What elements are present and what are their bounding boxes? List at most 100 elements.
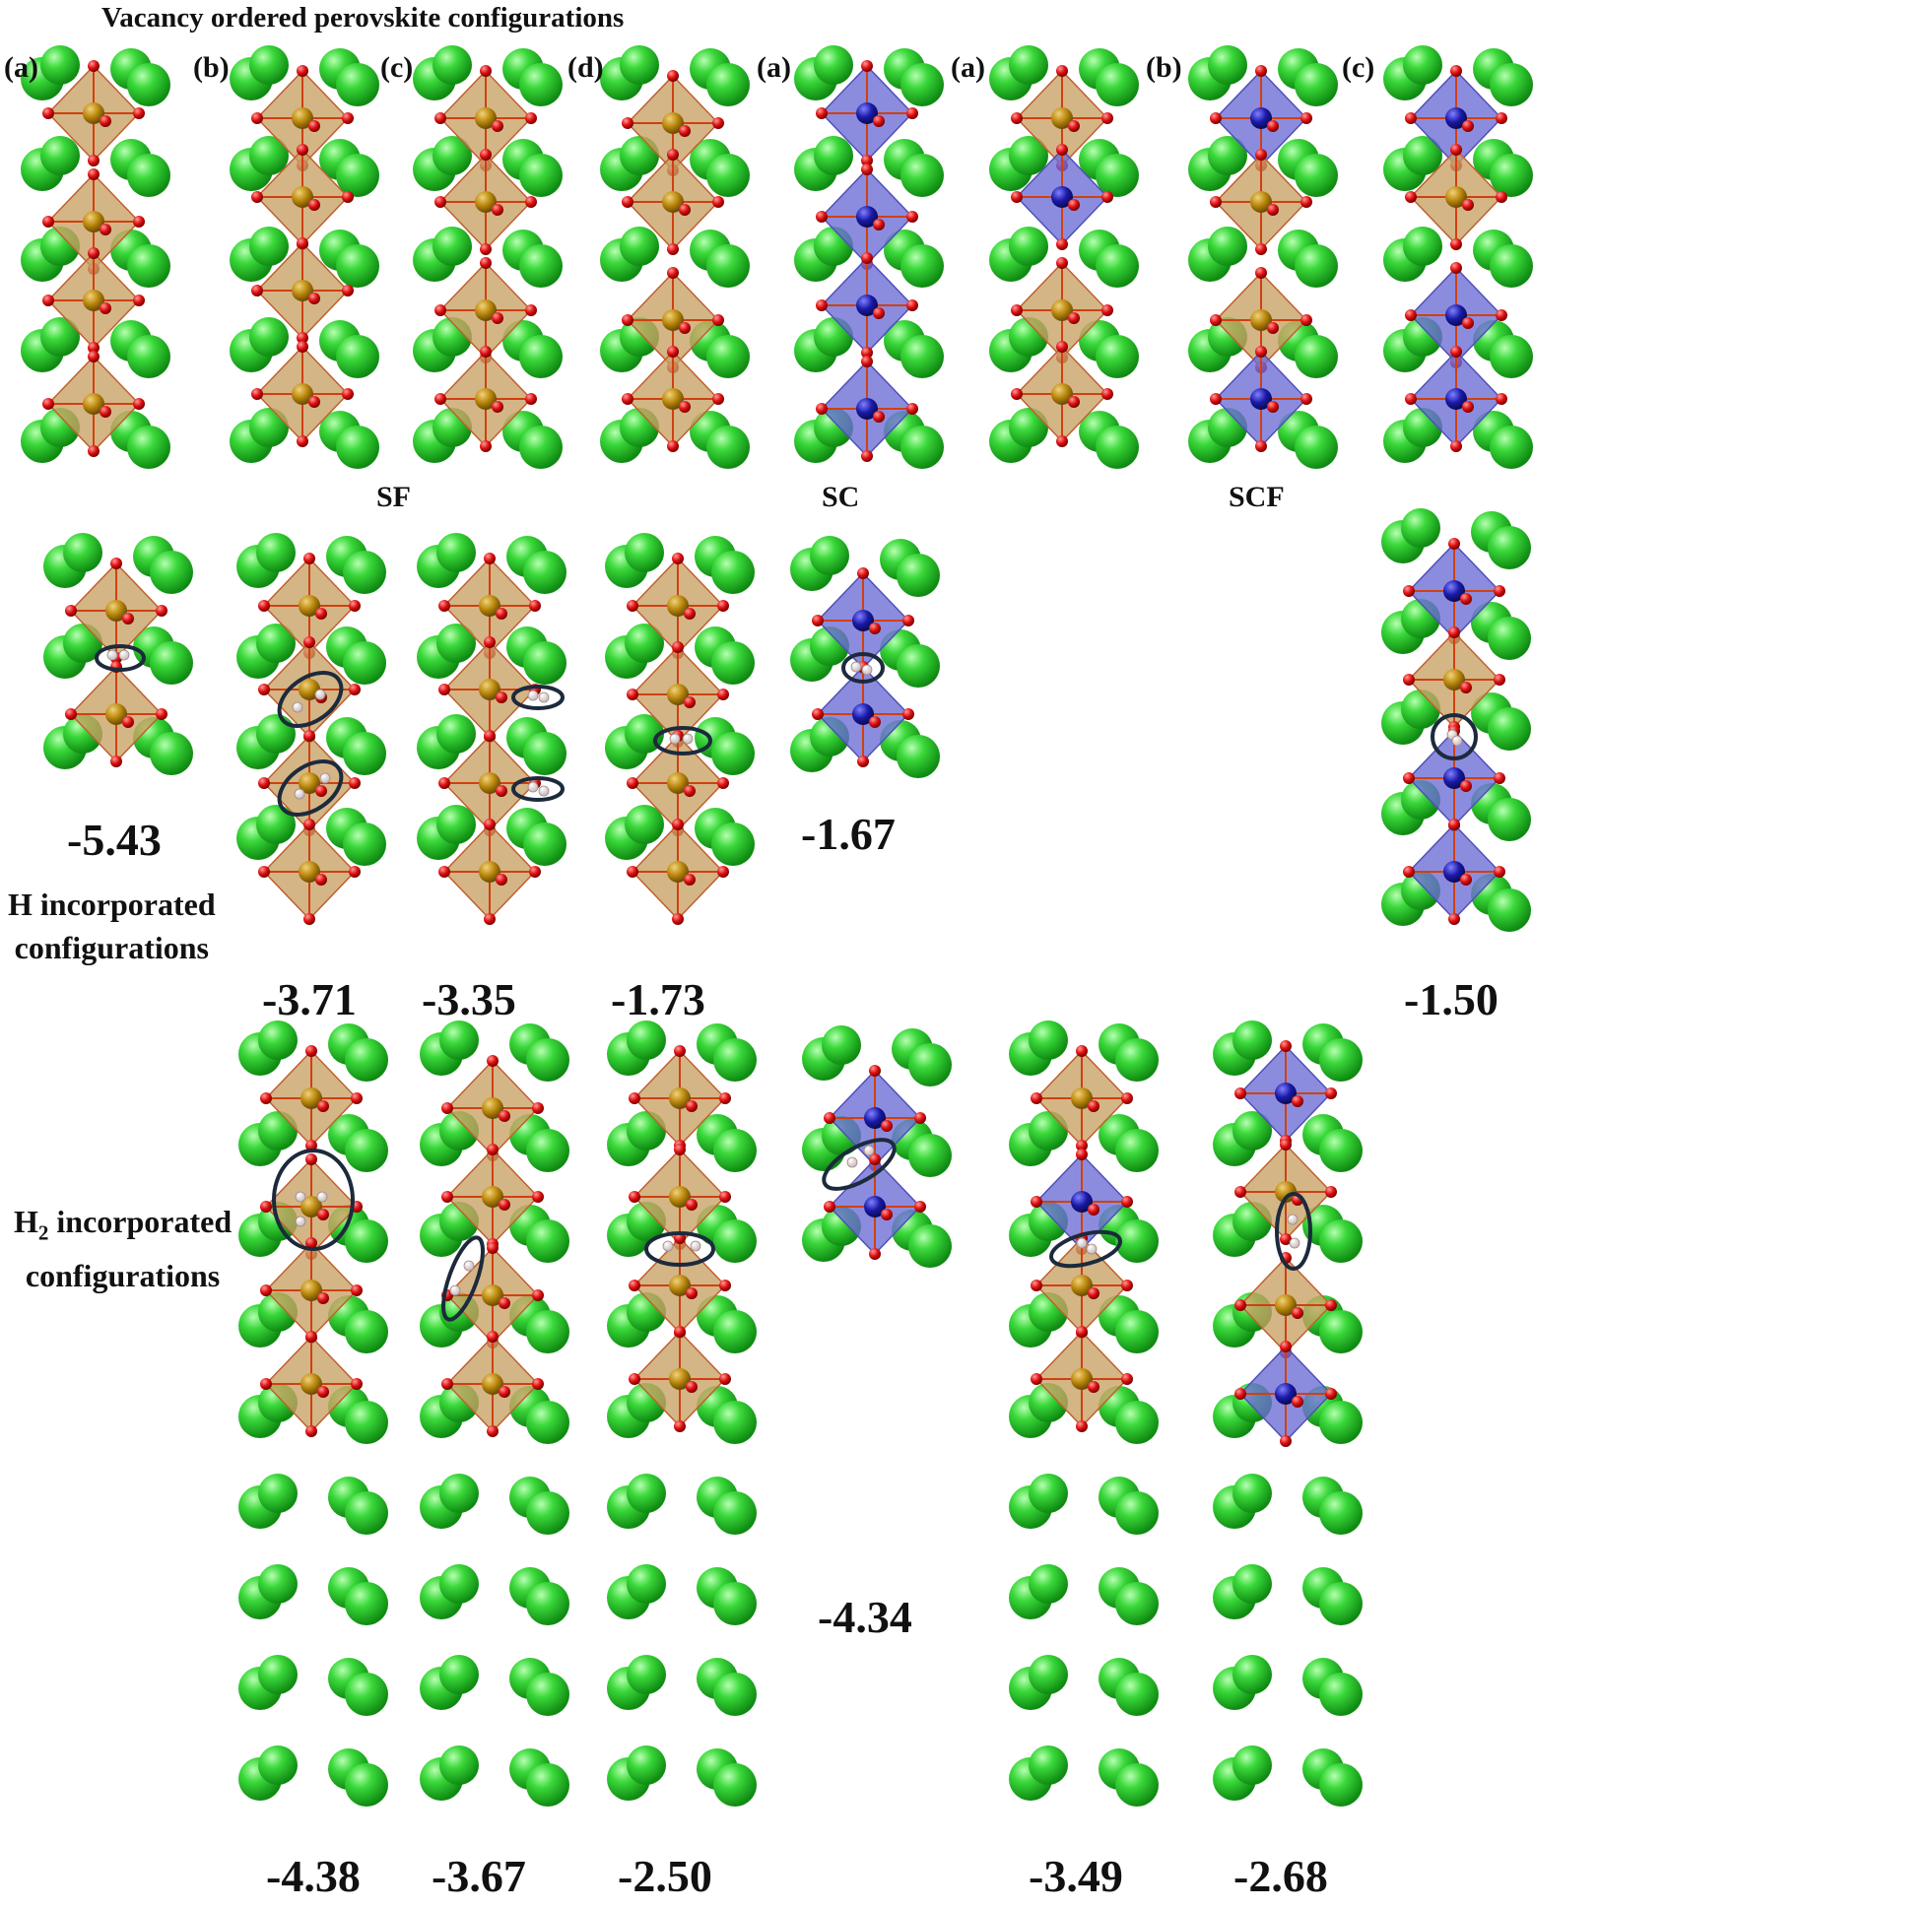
oxygen-atom bbox=[881, 1209, 893, 1220]
oxygen-atom bbox=[88, 445, 100, 457]
hydrogen-highlight-ellipse bbox=[277, 671, 344, 728]
figure-title: Vacancy ordered perovskite configuration… bbox=[101, 2, 625, 33]
co-atom bbox=[1445, 388, 1467, 410]
oxygen-atom bbox=[297, 435, 308, 447]
energy-h2-scf-a: -3.49 bbox=[1029, 1851, 1123, 1901]
co-atom bbox=[864, 1107, 886, 1129]
a-site-atom bbox=[40, 317, 80, 357]
oxygen-atom bbox=[499, 1199, 510, 1211]
oxygen-atom bbox=[629, 1092, 640, 1104]
a-site-atom bbox=[814, 136, 853, 175]
a-site-atom bbox=[1490, 154, 1533, 197]
hydrogen-highlight-ellipse bbox=[1275, 1192, 1312, 1271]
fe-atom bbox=[482, 1284, 503, 1306]
oxygen-atom bbox=[1088, 1100, 1099, 1112]
oxygen-atom bbox=[258, 600, 270, 612]
a-site-atom bbox=[150, 551, 193, 594]
fe-atom bbox=[1071, 1087, 1093, 1109]
a-site-atom bbox=[1295, 154, 1338, 197]
a-site-atom bbox=[706, 335, 750, 378]
fe-atom bbox=[105, 703, 127, 725]
oxygen-atom bbox=[686, 1100, 698, 1112]
hydrogen-highlight-ellipse bbox=[653, 726, 712, 756]
panel-label-sf-d: (d) bbox=[567, 51, 604, 84]
oxygen-atom bbox=[1121, 1280, 1133, 1291]
fe-atom bbox=[479, 679, 500, 700]
oxygen-atom bbox=[441, 1378, 453, 1390]
a-site-atom bbox=[1403, 136, 1442, 175]
a-site-atom bbox=[249, 317, 289, 357]
oxygen-atom bbox=[1088, 1287, 1099, 1299]
hydrogen-atom bbox=[1076, 1237, 1088, 1249]
oxygen-atom bbox=[861, 252, 873, 264]
oxygen-atom bbox=[303, 913, 315, 925]
a-site-atom bbox=[1009, 45, 1048, 85]
hydrogen-atom bbox=[292, 701, 303, 713]
oxygen-atom bbox=[260, 1378, 272, 1390]
oxygen-atom bbox=[297, 65, 308, 77]
oxygen-atom bbox=[260, 1284, 272, 1296]
oxygen-atom bbox=[260, 1092, 272, 1104]
oxygen-atom bbox=[914, 1201, 926, 1213]
oxygen-atom bbox=[712, 314, 724, 326]
oxygen-atom bbox=[1450, 65, 1462, 77]
a-site-atom bbox=[519, 426, 563, 469]
oxygen-atom bbox=[532, 1289, 544, 1301]
structure-h-sc-a bbox=[790, 536, 940, 778]
oxygen-atom bbox=[1088, 1381, 1099, 1393]
oxygen-atom bbox=[487, 1055, 499, 1067]
a-site-atom bbox=[627, 1745, 666, 1785]
a-site-atom bbox=[345, 1582, 388, 1625]
fe-atom bbox=[475, 299, 497, 321]
oxygen-atom bbox=[303, 636, 315, 648]
a-site-atom bbox=[345, 1673, 388, 1716]
a-site-atom bbox=[706, 154, 750, 197]
a-site-atom bbox=[900, 63, 944, 106]
fe-atom bbox=[83, 393, 104, 415]
a-site-atom bbox=[249, 136, 289, 175]
structure-row1-sf-d bbox=[600, 45, 750, 469]
oxygen-atom bbox=[434, 112, 446, 124]
a-site-atom bbox=[127, 63, 170, 106]
oxygen-atom bbox=[629, 1280, 640, 1291]
co-atom bbox=[852, 703, 874, 725]
structure-h2-sc-a bbox=[802, 1025, 952, 1268]
panel-label-scf-a: (a) bbox=[951, 51, 985, 84]
oxygen-atom bbox=[861, 356, 873, 367]
fe-atom bbox=[300, 1196, 322, 1217]
oxygen-atom bbox=[110, 756, 122, 767]
a-site-atom bbox=[1490, 63, 1533, 106]
oxygen-atom bbox=[679, 125, 691, 137]
oxygen-atom bbox=[342, 191, 354, 203]
oxygen-atom bbox=[873, 411, 885, 423]
oxygen-atom bbox=[869, 1065, 881, 1077]
oxygen-atom bbox=[1234, 1186, 1246, 1198]
a-site-atom bbox=[1115, 1491, 1159, 1535]
fe-atom bbox=[475, 388, 497, 410]
a-site-atom bbox=[713, 1491, 757, 1535]
oxygen-atom bbox=[525, 196, 537, 208]
a-site-atom bbox=[1115, 1401, 1159, 1444]
oxygen-atom bbox=[88, 351, 100, 362]
structure-h-sf-c bbox=[417, 533, 566, 925]
a-site-atom bbox=[627, 1020, 666, 1060]
oxygen-atom bbox=[719, 1191, 731, 1203]
a-site-atom bbox=[249, 45, 289, 85]
a-site-atom bbox=[127, 244, 170, 288]
structure-h-sf-a bbox=[43, 533, 193, 775]
oxygen-atom bbox=[492, 120, 503, 132]
co-atom bbox=[1071, 1191, 1093, 1213]
hydrogen-atom bbox=[316, 1191, 328, 1203]
a-site-atom bbox=[523, 551, 566, 594]
a-site-atom bbox=[526, 1401, 569, 1444]
a-site-atom bbox=[526, 1491, 569, 1535]
a-site-atom bbox=[1029, 1745, 1068, 1785]
oxygen-atom bbox=[869, 623, 881, 634]
a-site-atom bbox=[908, 1224, 952, 1268]
a-site-atom bbox=[1403, 227, 1442, 266]
fe-atom bbox=[482, 1097, 503, 1119]
a-site-atom bbox=[713, 1582, 757, 1625]
oxygen-atom bbox=[487, 1242, 499, 1254]
fe-atom bbox=[299, 595, 320, 617]
oxygen-atom bbox=[1255, 65, 1267, 77]
